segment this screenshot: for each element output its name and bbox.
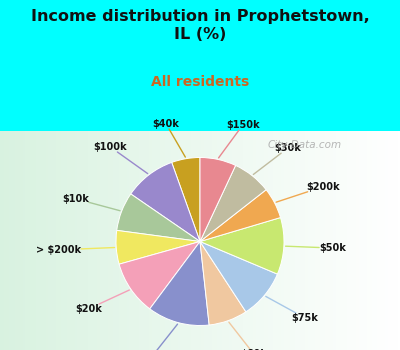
Text: $60k: $60k [229,322,267,350]
Wedge shape [172,158,200,241]
Wedge shape [117,194,200,241]
Text: $20k: $20k [75,290,129,314]
Text: $30k: $30k [253,143,301,174]
Wedge shape [119,241,200,309]
Text: City-Data.com: City-Data.com [268,140,342,150]
Text: $10k: $10k [62,194,120,211]
Wedge shape [200,158,236,241]
Text: All residents: All residents [151,75,249,89]
Wedge shape [116,230,200,264]
Text: $40k: $40k [153,119,185,157]
Text: $200k: $200k [276,182,340,202]
Wedge shape [131,162,200,242]
Wedge shape [200,218,284,274]
Text: > $200k: > $200k [36,245,114,255]
Text: $125k: $125k [135,324,178,350]
Wedge shape [150,241,209,326]
Text: $75k: $75k [266,296,318,323]
Text: $150k: $150k [218,120,260,158]
Text: Income distribution in Prophetstown,
IL (%): Income distribution in Prophetstown, IL … [31,9,369,42]
Wedge shape [200,241,246,325]
Text: $100k: $100k [94,142,148,174]
Wedge shape [200,166,266,241]
Text: $50k: $50k [286,243,346,253]
Wedge shape [200,241,278,312]
Wedge shape [200,190,280,242]
